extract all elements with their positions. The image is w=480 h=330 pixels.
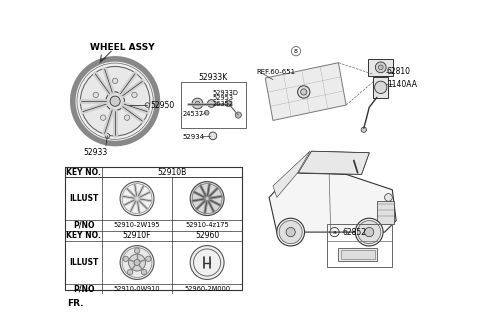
Circle shape	[134, 196, 140, 202]
Bar	[65, 167, 242, 290]
Bar	[180, 82, 246, 128]
Circle shape	[120, 182, 154, 215]
Polygon shape	[265, 63, 346, 120]
Text: 52910B: 52910B	[157, 168, 187, 177]
Bar	[338, 248, 377, 261]
Polygon shape	[273, 151, 310, 197]
Text: 52960-2M000: 52960-2M000	[184, 286, 230, 292]
Circle shape	[374, 81, 387, 93]
Text: KEY NO.: KEY NO.	[66, 168, 101, 177]
Text: 52910-0W910: 52910-0W910	[114, 286, 160, 292]
Circle shape	[358, 220, 381, 244]
Circle shape	[80, 66, 150, 136]
Text: 26352: 26352	[213, 101, 234, 107]
Polygon shape	[299, 151, 369, 174]
Text: 52960: 52960	[195, 231, 219, 241]
Text: 52950: 52950	[151, 101, 175, 110]
Bar	[341, 250, 374, 259]
Circle shape	[225, 100, 231, 107]
Text: 52933: 52933	[84, 148, 108, 157]
Circle shape	[192, 98, 203, 109]
Circle shape	[300, 89, 307, 95]
Text: P/NO: P/NO	[73, 221, 94, 230]
Bar	[377, 201, 394, 224]
Text: 52933D: 52933D	[213, 90, 239, 96]
Bar	[65, 167, 242, 178]
Text: 24537: 24537	[182, 111, 203, 117]
Circle shape	[134, 259, 140, 266]
Circle shape	[279, 220, 302, 244]
Text: 62852: 62852	[342, 228, 366, 237]
Text: KEY NO.: KEY NO.	[66, 231, 101, 241]
Circle shape	[145, 103, 150, 107]
Circle shape	[123, 256, 129, 262]
Circle shape	[204, 196, 210, 202]
Text: P/NO: P/NO	[73, 284, 94, 294]
Bar	[373, 77, 388, 98]
Circle shape	[120, 246, 154, 280]
Circle shape	[132, 92, 137, 98]
Circle shape	[378, 65, 383, 70]
Text: 52933K: 52933K	[199, 73, 228, 82]
Circle shape	[134, 248, 140, 253]
Circle shape	[286, 227, 295, 237]
Circle shape	[207, 100, 215, 107]
Circle shape	[93, 92, 98, 98]
Circle shape	[112, 78, 118, 83]
Polygon shape	[269, 173, 396, 232]
Circle shape	[204, 111, 209, 115]
Text: 62810: 62810	[387, 67, 411, 77]
Circle shape	[195, 101, 200, 106]
Circle shape	[235, 112, 241, 118]
Text: a: a	[333, 230, 336, 235]
Bar	[327, 224, 392, 267]
Circle shape	[127, 269, 133, 275]
Circle shape	[124, 115, 130, 120]
Text: ILLUST: ILLUST	[69, 194, 98, 203]
Text: 52910-4z175: 52910-4z175	[185, 222, 229, 228]
Circle shape	[355, 218, 383, 246]
Circle shape	[106, 92, 124, 111]
Text: 52910F: 52910F	[123, 231, 151, 241]
Text: 8: 8	[294, 49, 298, 54]
Circle shape	[209, 132, 217, 140]
Circle shape	[73, 59, 157, 144]
Circle shape	[105, 134, 110, 138]
Circle shape	[361, 127, 367, 132]
Text: REF.60-651: REF.60-651	[256, 69, 295, 75]
Text: FR.: FR.	[67, 299, 84, 308]
Text: ILLUST: ILLUST	[69, 258, 98, 267]
Text: 52910-2W195: 52910-2W195	[114, 222, 160, 228]
Circle shape	[145, 256, 151, 262]
Text: 52953: 52953	[213, 95, 234, 101]
Polygon shape	[300, 151, 369, 174]
Circle shape	[277, 218, 304, 246]
Circle shape	[190, 182, 224, 215]
Circle shape	[141, 269, 147, 275]
Circle shape	[110, 96, 120, 106]
Text: 1140AA: 1140AA	[387, 80, 417, 89]
Circle shape	[384, 194, 392, 201]
Circle shape	[298, 86, 310, 98]
Circle shape	[190, 246, 224, 280]
Circle shape	[129, 254, 145, 271]
Circle shape	[100, 115, 106, 120]
Circle shape	[365, 227, 374, 237]
Bar	[369, 59, 393, 76]
Text: 52934: 52934	[182, 134, 204, 140]
Circle shape	[375, 62, 386, 73]
Text: WHEEL ASSY: WHEEL ASSY	[91, 43, 155, 52]
